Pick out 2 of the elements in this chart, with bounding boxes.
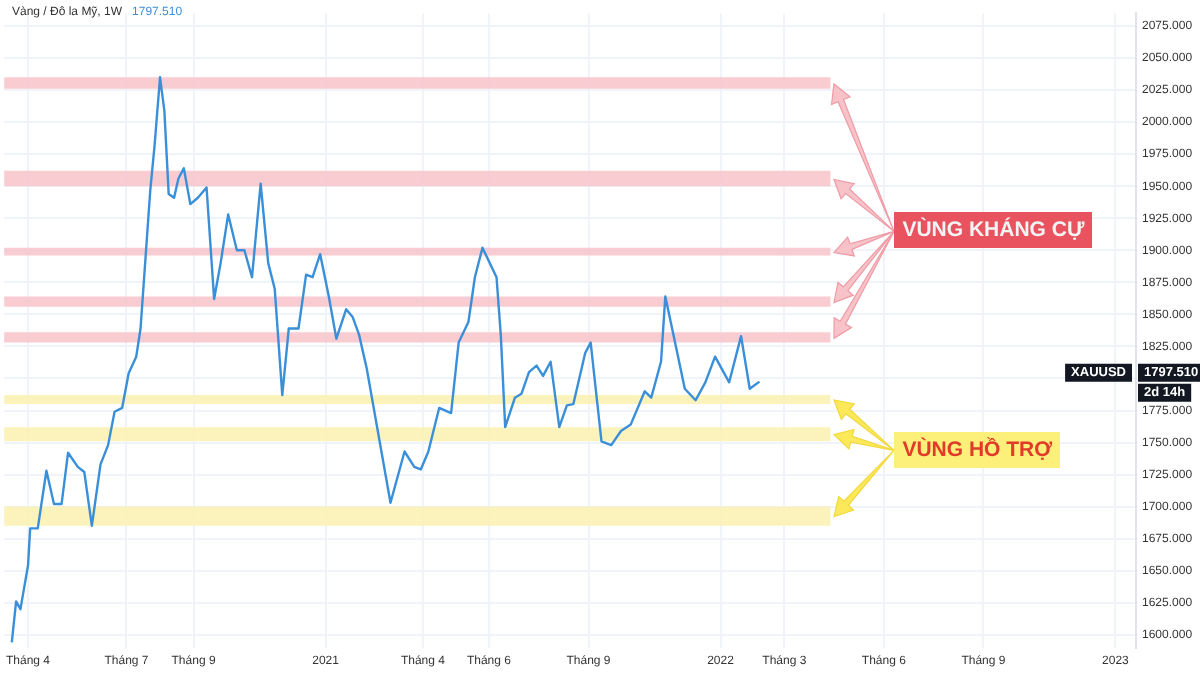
annotation: VÙNG HỒ TRỢ bbox=[894, 432, 1061, 468]
annotation: VÙNG KHÁNG CỰ bbox=[894, 212, 1093, 249]
